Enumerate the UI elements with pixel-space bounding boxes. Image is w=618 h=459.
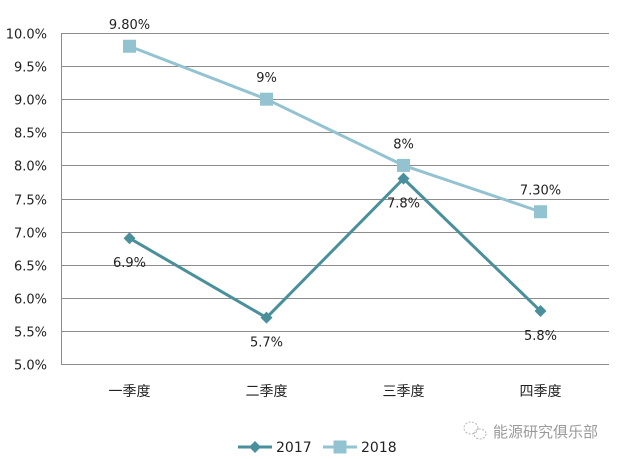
x-tick-label: 一季度 (109, 384, 151, 400)
data-label: 8% (393, 137, 414, 152)
square-marker (397, 158, 410, 172)
gridlines (61, 33, 609, 365)
legend-label: 2017 (276, 440, 312, 456)
legend: 2017 2018 (238, 440, 397, 456)
legend-label: 2018 (361, 440, 397, 456)
diamond-marker (397, 172, 410, 185)
x-tick-label: 四季度 (520, 384, 562, 400)
legend-item-2018[interactable]: 2018 (323, 440, 397, 456)
data-labels: 6.9% 5.7% 7.8% 5.8% 9.80% 9% 8% 7.30% (109, 18, 561, 350)
square-marker (333, 440, 347, 454)
y-tick-label: 8.5% (14, 127, 47, 142)
watermark: 能源研究俱乐部 (463, 421, 598, 441)
y-tick-label: 9.5% (14, 61, 47, 76)
data-label: 9.80% (109, 18, 150, 33)
data-label: 9% (256, 71, 277, 86)
y-tick-label: 7.0% (14, 227, 47, 242)
data-label: 5.8% (524, 329, 557, 344)
legend-item-2017[interactable]: 2017 (238, 440, 312, 456)
wechat-icon (463, 421, 487, 440)
diamond-marker (123, 232, 136, 245)
data-label: 5.7% (250, 336, 283, 351)
series-line (128, 177, 542, 320)
y-tick-label: 9.0% (14, 94, 47, 109)
series-lines (123, 39, 547, 324)
y-tick-label: 5.5% (14, 326, 47, 341)
diamond-marker (260, 311, 273, 324)
x-tick-label: 二季度 (246, 384, 288, 400)
series-2018 (123, 39, 547, 219)
y-axis: 10.0% 9.5% 9.0% 8.5% 8.0% 7.5% 7.0% 6.5% 6.0% 5.5… (6, 28, 62, 374)
data-label: 7.30% (520, 184, 561, 199)
square-marker (534, 205, 547, 219)
data-label: 7.8% (387, 197, 420, 212)
y-tick-label: 7.5% (14, 194, 47, 209)
x-axis: 一季度 二季度 三季度 四季度 (109, 384, 562, 400)
y-tick-label: 6.0% (14, 293, 47, 308)
y-tick-label: 6.5% (14, 260, 47, 275)
diamond-marker (534, 305, 547, 318)
square-marker (260, 92, 273, 106)
diamond-marker (249, 441, 261, 453)
series-line (128, 44, 541, 214)
x-tick-label: 三季度 (383, 384, 425, 400)
series-2017 (123, 172, 547, 324)
y-tick-label: 8.0% (14, 160, 47, 175)
y-tick-label: 5.0% (14, 359, 47, 374)
watermark-text: 能源研究俱乐部 (493, 423, 598, 441)
y-tick-label: 10.0% (6, 28, 47, 43)
square-marker (123, 39, 136, 53)
data-label: 6.9% (113, 256, 146, 271)
